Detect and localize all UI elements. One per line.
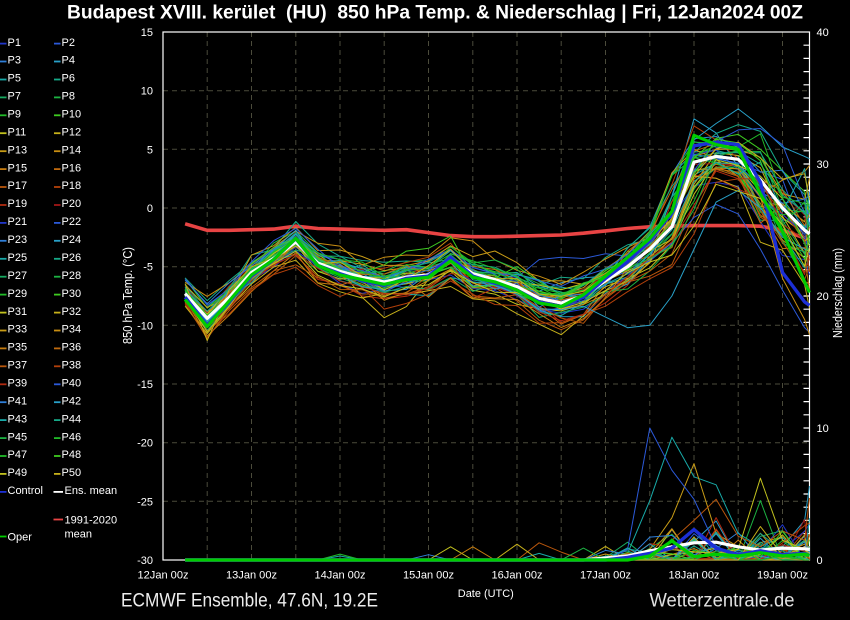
svg-text:P39: P39 [8, 377, 28, 389]
svg-text:P9: P9 [8, 109, 21, 121]
svg-text:P14: P14 [62, 144, 82, 156]
svg-text:16Jan 00z: 16Jan 00z [492, 570, 543, 582]
svg-text:P20: P20 [62, 198, 82, 210]
svg-text:P43: P43 [8, 413, 28, 425]
svg-text:P17: P17 [8, 180, 28, 192]
svg-text:P33: P33 [8, 324, 28, 336]
svg-text:P31: P31 [8, 306, 28, 318]
svg-text:Budapest XVIII. kerület (HU): Budapest XVIII. kerület (HU) 850 hPa Tem… [67, 3, 803, 24]
svg-text:5: 5 [147, 144, 153, 156]
svg-text:P29: P29 [8, 288, 28, 300]
svg-text:1991-2020: 1991-2020 [65, 515, 118, 527]
svg-text:P49: P49 [8, 467, 28, 479]
svg-text:P27: P27 [8, 270, 28, 282]
svg-text:Wetterzentrale.de: Wetterzentrale.de [650, 591, 795, 612]
svg-text:P6: P6 [62, 73, 75, 85]
svg-text:P50: P50 [62, 467, 82, 479]
svg-text:-25: -25 [137, 496, 153, 508]
svg-text:P35: P35 [8, 342, 28, 354]
svg-text:0: 0 [147, 203, 153, 215]
svg-text:850 hPa Temp. (°C): 850 hPa Temp. (°C) [121, 247, 135, 344]
svg-text:P13: P13 [8, 144, 28, 156]
svg-text:P2: P2 [62, 37, 75, 49]
svg-text:-10: -10 [137, 320, 153, 332]
svg-text:P15: P15 [8, 162, 28, 174]
svg-text:P1: P1 [8, 37, 21, 49]
svg-text:P3: P3 [8, 55, 21, 67]
svg-text:Date (UTC): Date (UTC) [458, 588, 514, 600]
svg-text:P10: P10 [62, 109, 82, 121]
svg-text:-15: -15 [137, 379, 153, 391]
svg-text:30: 30 [817, 159, 829, 171]
svg-text:P21: P21 [8, 216, 28, 228]
svg-text:P38: P38 [62, 360, 82, 372]
svg-text:19Jan 00z: 19Jan 00z [757, 570, 808, 582]
svg-text:0: 0 [817, 555, 823, 567]
svg-text:P28: P28 [62, 270, 82, 282]
svg-text:40: 40 [817, 27, 829, 39]
svg-text:Oper: Oper [8, 532, 33, 544]
svg-text:20: 20 [817, 291, 829, 303]
svg-text:P18: P18 [62, 180, 82, 192]
svg-text:18Jan 00z: 18Jan 00z [669, 570, 720, 582]
svg-text:P30: P30 [62, 288, 82, 300]
svg-text:Niederschlag (mm): Niederschlag (mm) [831, 248, 845, 338]
svg-text:P8: P8 [62, 91, 75, 103]
svg-text:15: 15 [141, 27, 153, 39]
svg-text:P40: P40 [62, 377, 82, 389]
svg-text:P23: P23 [8, 234, 28, 246]
svg-text:P16: P16 [62, 162, 82, 174]
svg-text:17Jan 00z: 17Jan 00z [580, 570, 631, 582]
svg-text:P32: P32 [62, 306, 82, 318]
svg-text:P5: P5 [8, 73, 21, 85]
svg-text:P48: P48 [62, 449, 82, 461]
svg-text:14Jan 00z: 14Jan 00z [315, 570, 366, 582]
svg-text:P47: P47 [8, 449, 28, 461]
svg-text:P42: P42 [62, 395, 82, 407]
svg-text:P26: P26 [62, 252, 82, 264]
svg-text:P7: P7 [8, 91, 21, 103]
svg-text:mean: mean [65, 529, 93, 541]
svg-text:P12: P12 [62, 126, 82, 138]
svg-text:10: 10 [817, 423, 829, 435]
svg-text:-20: -20 [137, 438, 153, 450]
svg-text:P25: P25 [8, 252, 28, 264]
svg-text:P24: P24 [62, 234, 82, 246]
svg-text:P37: P37 [8, 360, 28, 372]
svg-text:10: 10 [141, 86, 153, 98]
svg-text:12Jan 00z: 12Jan 00z [138, 570, 189, 582]
svg-text:-5: -5 [143, 262, 153, 274]
svg-text:13Jan 00z: 13Jan 00z [226, 570, 277, 582]
svg-text:P34: P34 [62, 324, 82, 336]
svg-text:Ens. mean: Ens. mean [65, 485, 118, 497]
svg-text:P19: P19 [8, 198, 28, 210]
svg-text:Control: Control [8, 485, 43, 497]
svg-text:P22: P22 [62, 216, 82, 228]
svg-text:P41: P41 [8, 395, 28, 407]
svg-text:P36: P36 [62, 342, 82, 354]
svg-text:P4: P4 [62, 55, 75, 67]
svg-text:P44: P44 [62, 413, 82, 425]
svg-text:P46: P46 [62, 431, 82, 443]
svg-text:ECMWF Ensemble, 47.6N, 19.2E: ECMWF Ensemble, 47.6N, 19.2E [121, 591, 378, 612]
svg-text:P45: P45 [8, 431, 28, 443]
svg-text:P11: P11 [8, 126, 27, 138]
svg-text:-30: -30 [137, 555, 153, 567]
svg-text:15Jan 00z: 15Jan 00z [403, 570, 454, 582]
